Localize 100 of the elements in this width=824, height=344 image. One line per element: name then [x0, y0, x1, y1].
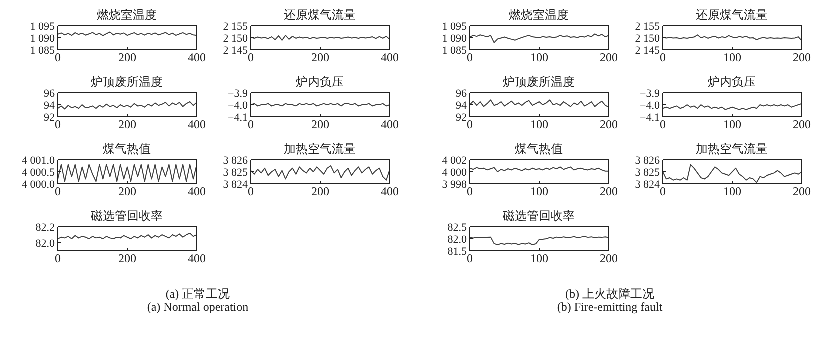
- y-tick-label: 4 002: [442, 154, 467, 167]
- y-tick-label: 81.5: [448, 246, 468, 258]
- chart-title: 加热空气流量: [695, 142, 769, 156]
- x-tick-label: 400: [381, 50, 399, 65]
- text: (a) 正常工况: [164, 287, 232, 301]
- x-tick-label: 0: [55, 50, 61, 65]
- y-tick-label: 94: [456, 100, 468, 112]
- y-tick-label: 3 998: [442, 178, 468, 191]
- y-tick-label: 1 090: [442, 32, 468, 45]
- x-tick-label: 200: [793, 184, 811, 199]
- x-tick-label: 0: [55, 118, 61, 132]
- y-tick-label: 92: [44, 112, 55, 124]
- x-tick-label: 200: [600, 252, 618, 266]
- chart-title: 加热空气流量: [283, 142, 357, 156]
- x-tick-label: 0: [467, 118, 473, 132]
- y-tick-label: 2 145: [635, 44, 660, 57]
- x-tick-label: 100: [724, 118, 742, 132]
- text: (a) Normal operation: [146, 300, 250, 314]
- x-tick-label: 100: [530, 118, 548, 132]
- x-tick-label: 0: [248, 50, 254, 65]
- x-tick-label: 200: [312, 118, 330, 132]
- x-tick-label: 100: [724, 50, 742, 65]
- y-tick-label: 3 824: [635, 178, 660, 191]
- y-tick-label: 92: [456, 112, 467, 124]
- chart-title: 还原煤气流量: [283, 8, 357, 22]
- y-tick-label: 3 825: [223, 166, 248, 179]
- x-tick-label: 100: [530, 252, 548, 266]
- y-tick-label: 3 825: [635, 166, 660, 179]
- y-tick-label: 1 090: [30, 32, 56, 45]
- y-tick-label: 4 000.0: [22, 178, 56, 191]
- y-tick-label: 4 000: [442, 166, 468, 179]
- chart-title: 磁选管回收率: [502, 209, 576, 223]
- y-tick-label: 1 095: [442, 20, 468, 33]
- x-tick-label: 400: [381, 184, 399, 199]
- y-tick-label: −4.0: [640, 100, 660, 112]
- x-tick-label: 0: [660, 184, 666, 199]
- chart-title: 燃烧室温度: [96, 8, 158, 22]
- y-tick-label: 1 085: [442, 44, 468, 57]
- line-series: [470, 100, 609, 108]
- x-tick-label: 0: [660, 118, 666, 132]
- y-tick-label: 1 085: [30, 44, 56, 57]
- y-tick-label: 2 155: [635, 20, 660, 33]
- y-tick-label: 96: [456, 88, 468, 100]
- y-tick-label: 82.5: [448, 222, 468, 234]
- x-tick-label: 200: [793, 50, 811, 65]
- x-tick-label: 200: [118, 184, 136, 199]
- y-tick-label: 2 145: [223, 44, 248, 57]
- line-series: [470, 236, 609, 246]
- x-tick-label: 200: [118, 252, 136, 266]
- x-tick-label: 0: [248, 118, 254, 132]
- y-tick-label: 1 095: [30, 20, 56, 33]
- x-tick-label: 100: [724, 184, 742, 199]
- y-tick-label: 2 155: [223, 20, 248, 33]
- x-tick-label: 0: [467, 252, 473, 266]
- chart-title: 炉顶废所温度: [90, 75, 164, 89]
- y-tick-label: 2 150: [223, 32, 248, 45]
- line-series: [58, 102, 197, 110]
- chart-title: 炉内负压: [295, 75, 345, 89]
- x-tick-label: 400: [381, 118, 399, 132]
- chart-title: 燃烧室温度: [508, 8, 570, 22]
- y-tick-label: 3 826: [223, 154, 248, 167]
- x-tick-label: 100: [530, 50, 548, 65]
- x-tick-label: 200: [600, 118, 618, 132]
- x-tick-label: 0: [467, 50, 473, 65]
- x-tick-label: 400: [188, 184, 206, 199]
- line-series: [251, 166, 390, 181]
- chart-title: 煤气热值: [102, 142, 152, 156]
- x-tick-label: 200: [312, 184, 330, 199]
- chart-title: 炉顶废所温度: [502, 75, 576, 89]
- y-tick-label: 82.0: [36, 238, 56, 250]
- x-tick-label: 400: [188, 118, 206, 132]
- chart-title: 磁选管回收率: [90, 209, 164, 223]
- x-tick-label: 0: [55, 184, 61, 199]
- x-tick-label: 0: [55, 252, 61, 266]
- y-tick-label: −4.1: [640, 112, 660, 124]
- x-tick-label: 200: [600, 184, 618, 199]
- text: (b) Fire-emitting fault: [556, 300, 664, 314]
- chart-title: 还原煤气流量: [695, 8, 769, 22]
- y-tick-label: 3 826: [635, 154, 660, 167]
- y-tick-label: 3 824: [223, 178, 248, 191]
- y-tick-label: 4 000.5: [22, 166, 56, 179]
- chart-title: 炉内负压: [707, 75, 757, 89]
- x-tick-label: 200: [312, 50, 330, 65]
- y-tick-label: 82.2: [36, 222, 55, 234]
- y-tick-label: −4.1: [228, 112, 248, 124]
- x-tick-label: 100: [530, 184, 548, 199]
- y-tick-label: −4.0: [228, 100, 248, 112]
- y-tick-label: 2 150: [635, 32, 660, 45]
- y-tick-label: 94: [44, 100, 56, 112]
- x-tick-label: 200: [118, 118, 136, 132]
- x-tick-label: 0: [660, 50, 666, 65]
- x-tick-label: 0: [248, 184, 254, 199]
- line-series: [470, 34, 609, 44]
- y-tick-label: −3.9: [640, 88, 660, 100]
- chart-title: 煤气热值: [514, 142, 564, 156]
- text: (b) 上火故障工况: [564, 287, 656, 301]
- y-tick-label: 82.0: [448, 234, 468, 246]
- x-tick-label: 200: [793, 118, 811, 132]
- x-tick-label: 400: [188, 252, 206, 266]
- y-tick-label: 4 001.0: [22, 154, 56, 167]
